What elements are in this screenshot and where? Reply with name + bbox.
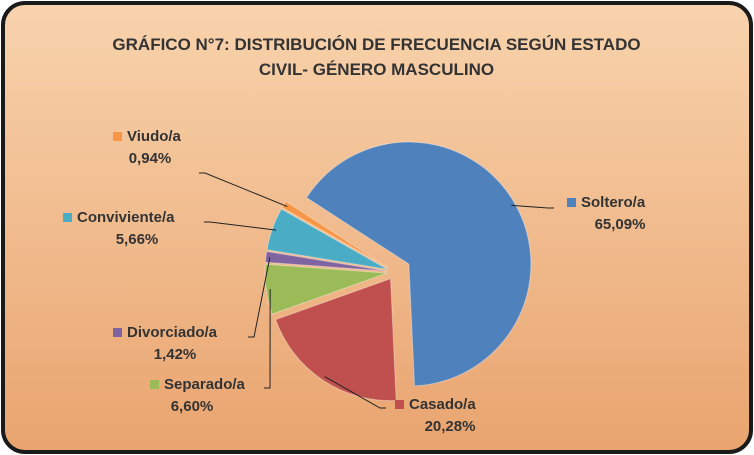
slice-value-label: 1,42% (154, 346, 197, 363)
slice-label: Separado/a (164, 376, 246, 393)
slice-label: Soltero/a (581, 194, 646, 211)
slice-value-label: 5,66% (116, 231, 159, 248)
legend-swatch (63, 213, 72, 222)
legend-swatch (395, 400, 404, 409)
pie-slice (264, 250, 388, 272)
pie-slice (305, 141, 532, 387)
legend-swatch (113, 328, 122, 337)
legend-swatch (567, 198, 576, 207)
slice-value-label: 0,94% (129, 150, 172, 167)
leader-line (248, 257, 271, 338)
legend-swatch (113, 132, 122, 141)
legend-swatch (150, 380, 159, 389)
chart-title: GRÁFICO N°7: DISTRIBUCIÓN DE FRECUENCIA … (112, 35, 641, 79)
slice-label: Casado/a (409, 396, 476, 413)
leader-line (204, 221, 277, 231)
pie-slice (264, 263, 388, 315)
leader-line (264, 289, 271, 389)
pie-slice (274, 277, 397, 402)
pie-slice (266, 208, 388, 270)
slice-value-label: 65,09% (595, 216, 646, 233)
slice-label: Divorciado/a (127, 324, 218, 341)
pie-slice (281, 200, 389, 269)
leader-line (511, 204, 554, 209)
leader-line (199, 172, 288, 207)
slice-label: Conviviente/a (77, 209, 175, 226)
slice-value-label: 6,60% (171, 398, 214, 415)
leader-line (324, 376, 386, 409)
slice-label: Viudo/a (127, 128, 182, 145)
slice-value-label: 20,28% (425, 418, 476, 435)
